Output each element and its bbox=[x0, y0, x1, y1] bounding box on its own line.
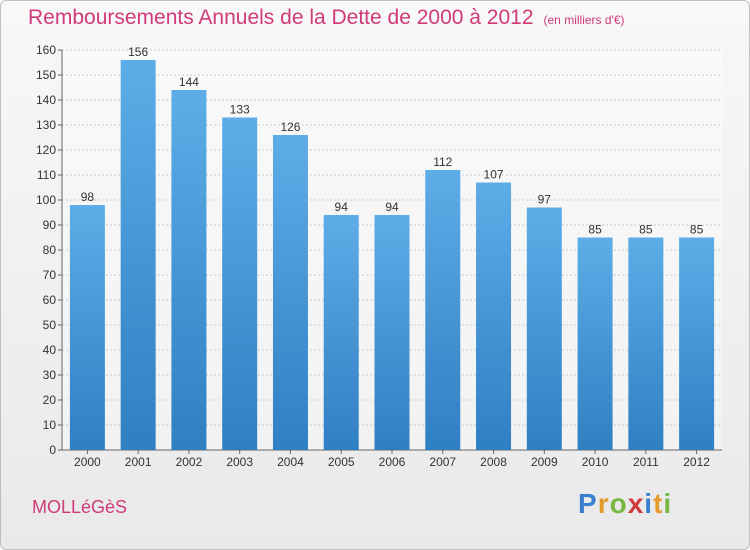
logo-letter: r bbox=[597, 488, 610, 519]
bar bbox=[120, 60, 156, 450]
proxiti-logo: Proxiti bbox=[578, 488, 672, 520]
x-tick-label: 2006 bbox=[379, 455, 406, 469]
data-label: 85 bbox=[690, 223, 704, 237]
data-label: 94 bbox=[335, 200, 349, 214]
bar bbox=[323, 215, 359, 450]
x-tick-label: 2007 bbox=[429, 455, 456, 469]
data-label: 85 bbox=[639, 223, 653, 237]
x-tick-label: 2012 bbox=[683, 455, 710, 469]
y-tick-label: 90 bbox=[43, 218, 57, 232]
bar bbox=[222, 117, 258, 450]
data-label: 112 bbox=[433, 155, 452, 169]
data-label: 133 bbox=[230, 103, 250, 117]
bar bbox=[628, 237, 664, 450]
y-tick-label: 50 bbox=[43, 318, 57, 332]
bar bbox=[577, 237, 613, 450]
y-tick-label: 150 bbox=[36, 68, 56, 82]
data-label: 94 bbox=[385, 200, 399, 214]
data-label: 98 bbox=[81, 190, 95, 204]
y-tick-label: 120 bbox=[36, 143, 56, 157]
logo-letter: P bbox=[578, 488, 598, 519]
y-tick-label: 0 bbox=[49, 443, 56, 457]
y-tick-label: 10 bbox=[43, 418, 57, 432]
data-label: 85 bbox=[588, 223, 602, 237]
bar bbox=[69, 205, 105, 450]
logo-letter: o bbox=[609, 488, 628, 519]
y-tick-label: 70 bbox=[43, 268, 57, 282]
bar bbox=[374, 215, 410, 450]
x-tick-label: 2011 bbox=[633, 455, 659, 469]
logo-letter: x bbox=[627, 488, 645, 519]
x-tick-label: 2000 bbox=[74, 455, 101, 469]
data-label: 156 bbox=[128, 45, 148, 59]
chart-unit: (en milliers d'€) bbox=[543, 13, 625, 27]
y-tick-label: 60 bbox=[43, 293, 57, 307]
chart-title-text: Remboursements Annuels de la Dette de 20… bbox=[28, 6, 534, 29]
data-label: 126 bbox=[280, 120, 300, 134]
y-tick-label: 30 bbox=[43, 368, 57, 382]
data-label: 144 bbox=[179, 75, 199, 89]
bar bbox=[526, 207, 562, 450]
chart-title: Remboursements Annuels de la Dette de 20… bbox=[28, 6, 625, 30]
logo-letter: t bbox=[653, 488, 664, 519]
logo-letter: i bbox=[663, 488, 673, 519]
data-label: 97 bbox=[538, 193, 552, 207]
y-tick-label: 80 bbox=[43, 243, 57, 257]
bar bbox=[476, 182, 512, 450]
y-tick-label: 20 bbox=[43, 393, 57, 407]
y-tick-label: 140 bbox=[36, 93, 56, 107]
x-tick-label: 2010 bbox=[582, 455, 609, 469]
x-tick-label: 2009 bbox=[531, 455, 558, 469]
logo-letter: i bbox=[644, 488, 654, 519]
bar bbox=[171, 90, 207, 450]
bar bbox=[425, 170, 461, 450]
x-tick-label: 2005 bbox=[328, 455, 355, 469]
y-tick-label: 100 bbox=[36, 193, 56, 207]
y-tick-label: 110 bbox=[37, 168, 56, 182]
data-label: 107 bbox=[484, 168, 504, 182]
bar bbox=[272, 135, 308, 450]
x-tick-label: 2001 bbox=[125, 455, 152, 469]
y-tick-label: 40 bbox=[43, 343, 57, 357]
x-tick-label: 2008 bbox=[480, 455, 507, 469]
y-tick-label: 130 bbox=[36, 118, 56, 132]
y-tick-label: 160 bbox=[36, 43, 56, 57]
place-name: MOLLéGèS bbox=[32, 497, 128, 517]
x-tick-label: 2002 bbox=[176, 455, 203, 469]
x-tick-label: 2003 bbox=[226, 455, 253, 469]
bar bbox=[679, 237, 715, 450]
x-tick-label: 2004 bbox=[277, 455, 304, 469]
